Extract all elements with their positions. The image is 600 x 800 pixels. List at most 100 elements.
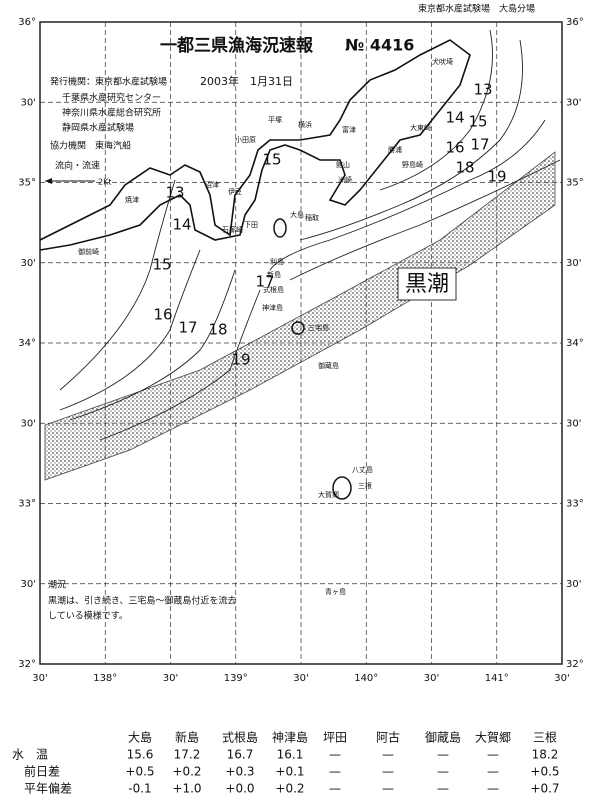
publisher: 神奈川県水産総合研究所 <box>62 107 161 119</box>
date: 2003年 1月31日 <box>200 74 293 88</box>
flow-scale: 2Kt <box>98 178 111 187</box>
cell: — <box>329 765 341 779</box>
lat-label: 30' <box>566 258 581 269</box>
place-name: 富津 <box>342 125 356 134</box>
lon-label: 138° <box>93 673 117 684</box>
lat-label: 35° <box>566 178 584 189</box>
lat-label: 30' <box>21 418 36 429</box>
agency-note: 東京都水産試験場 大島分場 <box>418 3 535 15</box>
cell: +0.7 <box>530 782 559 796</box>
lat-label: 36° <box>566 17 584 28</box>
place-name: 野島崎 <box>402 160 423 169</box>
place-name: 大島 <box>290 210 304 219</box>
place-name: 焼津 <box>125 195 139 204</box>
cell: +0.0 <box>225 782 254 796</box>
place-name: 新島 <box>267 270 281 279</box>
cell: — <box>382 765 394 779</box>
isotherm-label: 16 <box>153 306 172 324</box>
place-name: 大東崎 <box>410 123 431 132</box>
lon-label: 30' <box>554 673 569 684</box>
lat-label: 34° <box>566 338 584 349</box>
cell: 16.1 <box>277 748 304 762</box>
cell: +0.2 <box>275 782 304 796</box>
lat-label: 33° <box>18 499 36 510</box>
coastline <box>39 39 471 251</box>
isotherms <box>59 29 561 441</box>
column-header: 神津島 <box>272 730 308 745</box>
isotherm-label: 17 <box>178 319 197 337</box>
column-header: 御蔵島 <box>425 730 461 745</box>
cell: 18.2 <box>532 748 559 762</box>
cell: 17.2 <box>174 748 201 762</box>
lat-label: 30' <box>21 258 36 269</box>
cell: -0.1 <box>128 782 151 796</box>
isotherm-label: 13 <box>473 81 492 99</box>
cell: +0.3 <box>225 765 254 779</box>
place-name: 平塚 <box>268 115 282 124</box>
lat-label: 30' <box>566 418 581 429</box>
place-name: 三根 <box>358 481 372 490</box>
isotherm-label: 13 <box>165 184 184 202</box>
publisher: 発行機関：東京都水産試験場 <box>50 76 167 88</box>
cell: 16.7 <box>227 748 254 762</box>
isotherm-label: 18 <box>455 159 474 177</box>
isotherm-label: 16 <box>445 139 464 157</box>
cell: +1.0 <box>172 782 201 796</box>
lat-label: 32° <box>566 659 584 670</box>
place-name: 洲崎 <box>338 175 352 184</box>
lat-label: 30' <box>566 97 581 108</box>
lon-label: 30' <box>163 673 178 684</box>
note-text: 黒潮は、引き続き、三宅島～御蔵島付近を流去 <box>48 595 236 607</box>
title: 一都三県漁海況速報 <box>160 35 314 56</box>
place-name: 利島 <box>270 257 284 266</box>
kuroshio-band <box>44 151 556 481</box>
cell: — <box>487 748 499 762</box>
island <box>332 476 352 500</box>
lon-label: 30' <box>424 673 439 684</box>
isotherm-label: 17 <box>470 136 489 154</box>
cell: — <box>437 748 449 762</box>
lon-label: 30' <box>32 673 47 684</box>
lat-label: 32° <box>18 659 36 670</box>
flow-legend: 流向・流速 <box>55 160 100 172</box>
cooperator: 協力機関 東海汽船 <box>50 140 131 152</box>
cell: — <box>487 782 499 796</box>
cell: — <box>329 748 341 762</box>
isotherm-label: 17 <box>255 273 274 291</box>
isotherm-label: 18 <box>208 321 227 339</box>
cell: — <box>382 748 394 762</box>
column-header: 式根島 <box>222 730 258 745</box>
lat-label: 34° <box>18 338 36 349</box>
lat-label: 30' <box>566 579 581 590</box>
cell: — <box>437 782 449 796</box>
cell: +0.2 <box>172 765 201 779</box>
cell: — <box>382 782 394 796</box>
isotherm-label: 15 <box>262 151 281 169</box>
isotherm-label: 14 <box>445 109 464 127</box>
place-name: 稲取 <box>305 213 319 222</box>
note-title: 潮況 <box>48 579 66 591</box>
lat-label: 30' <box>21 579 36 590</box>
row-label: 水 温 <box>12 748 48 762</box>
column-header: 新島 <box>175 730 199 745</box>
lon-label: 140° <box>354 673 378 684</box>
place-name: 下田 <box>244 221 258 229</box>
lat-label: 30' <box>21 97 36 108</box>
report-number: № 4416 <box>345 36 414 55</box>
place-name: 三宅島 <box>308 323 329 332</box>
row-label: 平年偏差 <box>24 781 72 796</box>
isotherm-label: 19 <box>487 168 506 186</box>
place-name: 沼津 <box>205 180 219 189</box>
place-name: 横浜 <box>298 120 312 129</box>
current-label: 黒潮 <box>405 272 449 297</box>
cell: — <box>487 765 499 779</box>
current-label-box <box>397 267 457 301</box>
row-label: 前日差 <box>24 764 60 779</box>
column-header: 大賀郷 <box>475 731 511 745</box>
isotherm-label: 14 <box>172 216 191 234</box>
place-name: 石廊崎 <box>222 225 243 234</box>
lon-label: 139° <box>224 673 248 684</box>
column-header: 三根 <box>533 731 557 745</box>
place-name: 犬吠埼 <box>432 57 453 66</box>
